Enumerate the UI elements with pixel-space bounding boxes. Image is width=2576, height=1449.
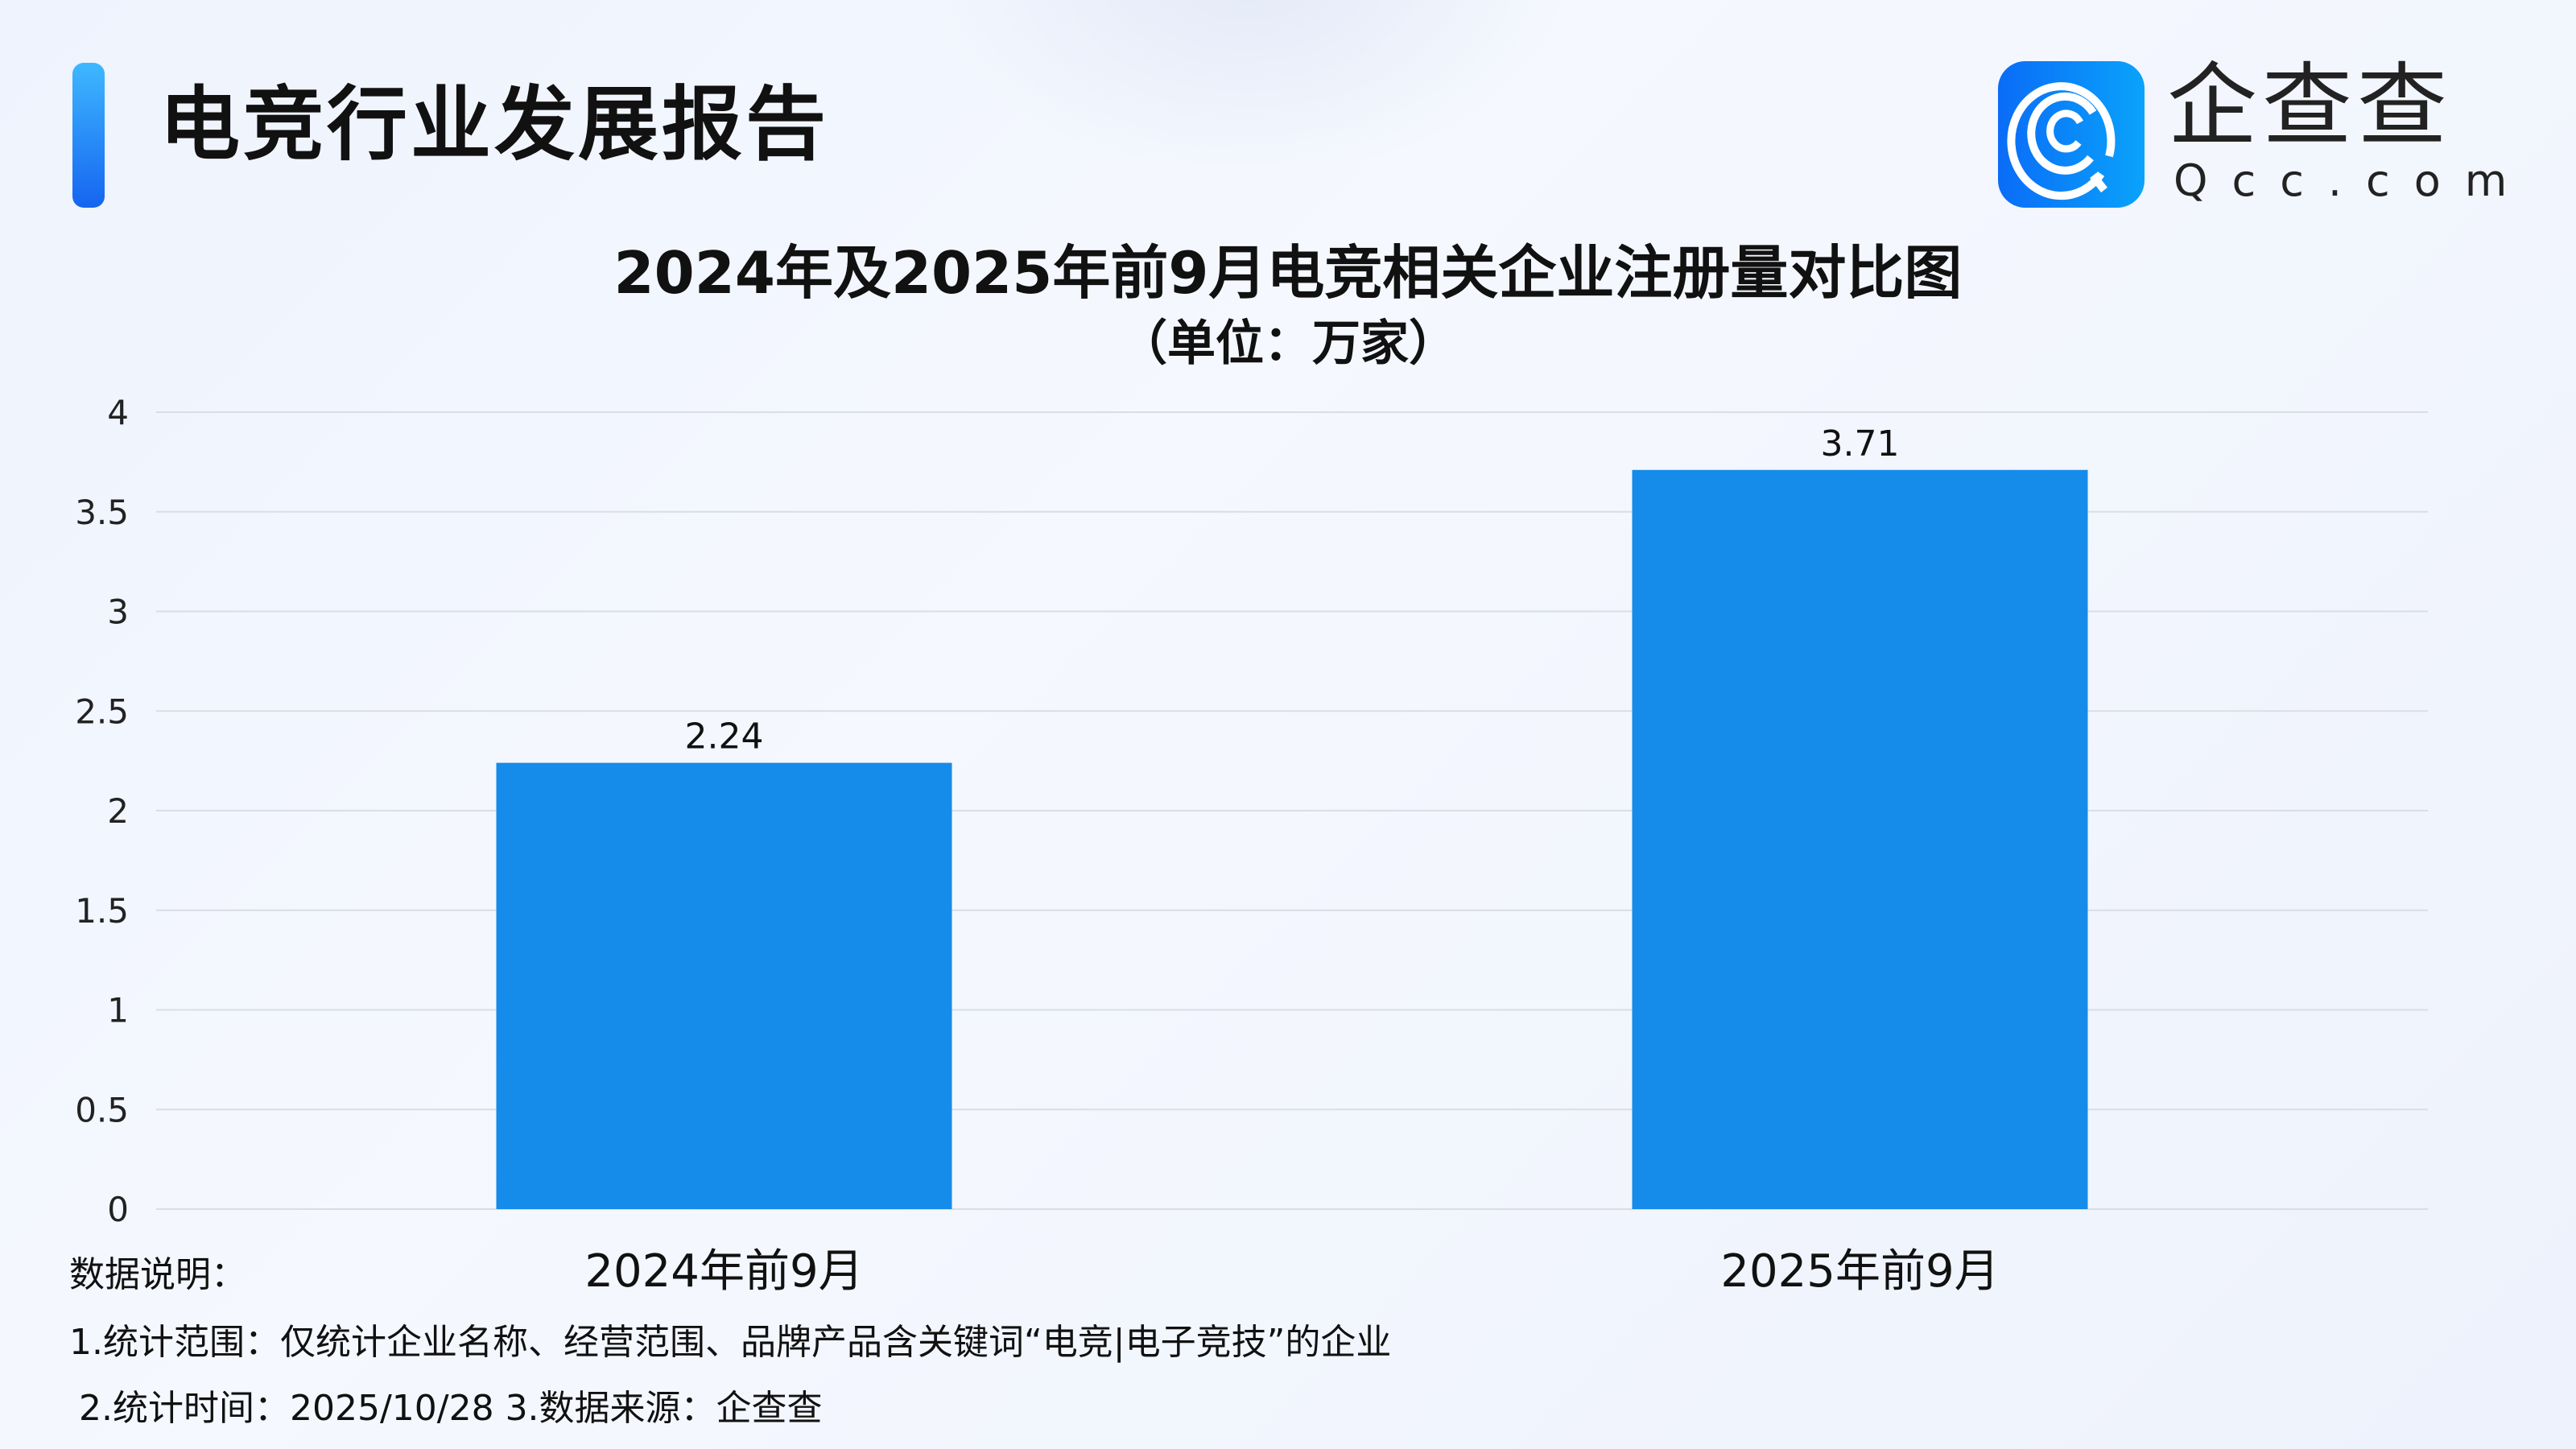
accent-bar [72, 63, 105, 208]
y-tick-label: 4 [107, 393, 129, 432]
y-tick-label: 0.5 [75, 1090, 129, 1129]
x-tick-label: 2025年前9月 [1720, 1245, 1999, 1298]
data-label: 3.71 [1821, 423, 1900, 464]
notes-line-2: 2.统计时间：2025/10/28 3.数据来源：企查查 [79, 1388, 823, 1429]
y-tick-label: 3 [107, 592, 129, 632]
report-title: 电竞行业发展报告 [159, 77, 829, 171]
qcc-logo-icon [1998, 61, 2145, 208]
notes-line-1: 1.统计范围：仅统计企业名称、经营范围、品牌产品含关键词“电竞|电子竞技”的企业 [69, 1322, 1392, 1363]
bar [1632, 469, 2088, 1209]
brand-name: 企查查 [2167, 54, 2452, 159]
chart-title: 2024年及2025年前9月电竞相关企业注册量对比图 [613, 239, 1963, 307]
notes-heading: 数据说明： [69, 1254, 246, 1295]
data-label: 2.24 [685, 716, 764, 758]
x-tick-label: 2024年前9月 [584, 1245, 863, 1298]
brand-domain: Qcc.com [2174, 155, 2532, 206]
y-tick-label: 1 [107, 991, 129, 1030]
bar [496, 762, 952, 1209]
chart-subtitle: （单位：万家） [1119, 316, 1457, 372]
y-tick-label: 3.5 [75, 493, 129, 532]
y-tick-label: 2.5 [75, 691, 129, 731]
y-tick-label: 0 [107, 1190, 129, 1229]
y-tick-label: 1.5 [75, 891, 129, 931]
y-tick-label: 2 [107, 791, 129, 831]
